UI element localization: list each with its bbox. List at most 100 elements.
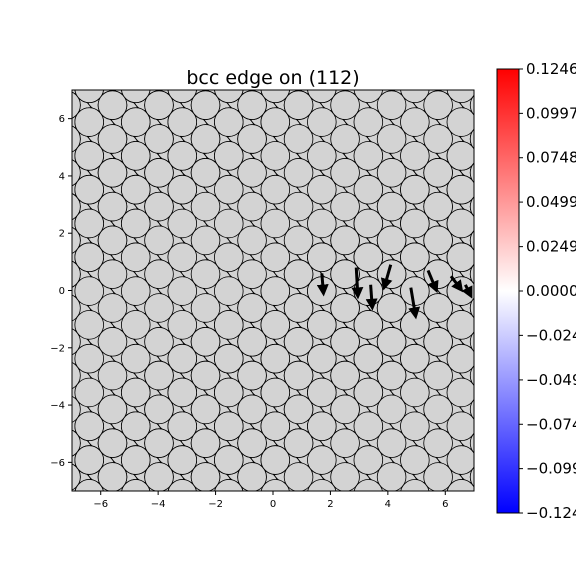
atom <box>470 458 474 479</box>
atom <box>470 255 474 276</box>
atom <box>260 445 291 475</box>
atom <box>469 196 474 217</box>
atom <box>469 128 474 150</box>
atom <box>214 208 244 239</box>
atom <box>330 191 360 222</box>
colorbar-tick-label: 0.0249 <box>526 238 576 256</box>
atom <box>72 159 81 187</box>
atom <box>190 124 221 154</box>
atom <box>307 343 337 374</box>
atom <box>190 225 221 256</box>
atom <box>446 377 474 408</box>
atom <box>400 276 430 306</box>
plot-area <box>72 90 474 491</box>
atom <box>120 174 151 205</box>
bond-patch <box>387 90 408 93</box>
atom <box>74 411 104 442</box>
y-tick-label: 0 <box>59 286 65 297</box>
atom <box>120 107 151 137</box>
atom <box>283 191 314 222</box>
atom <box>307 310 337 340</box>
atom <box>470 357 474 378</box>
y-tick-label: 4 <box>59 171 65 182</box>
bond-patch <box>72 90 83 92</box>
atom <box>353 479 383 491</box>
atom <box>74 276 104 306</box>
chart-title: bcc edge on (112) <box>186 67 359 89</box>
atom <box>144 191 174 222</box>
atom <box>214 276 244 306</box>
y-tick-label: 2 <box>59 229 65 240</box>
displacement-arrow <box>426 269 439 294</box>
atom <box>423 225 453 256</box>
atom <box>120 276 151 306</box>
atom <box>376 259 407 289</box>
atom <box>463 487 474 491</box>
atom <box>283 360 314 391</box>
colorbar-tick-label: 0.0997 <box>526 104 576 122</box>
bond-patch <box>366 488 397 491</box>
atom <box>97 462 128 491</box>
atom <box>72 488 76 491</box>
atom <box>72 463 81 491</box>
atom <box>400 107 430 137</box>
atom <box>330 158 360 188</box>
atom <box>376 360 407 391</box>
atom <box>376 90 407 120</box>
atom <box>469 432 474 454</box>
atom <box>190 428 221 458</box>
atom <box>190 259 221 289</box>
bond-patch <box>180 488 211 491</box>
atom <box>307 107 337 137</box>
atom <box>446 276 474 306</box>
atom <box>167 141 198 171</box>
atom <box>72 328 81 356</box>
atom <box>470 289 474 310</box>
atom <box>237 293 267 323</box>
x-tick-label: −6 <box>93 499 108 510</box>
x-axis: −6 −4 −2 0 2 4 6 <box>93 491 448 510</box>
colorbar-tick-label: 0.1246 <box>526 60 576 78</box>
atom <box>144 394 174 425</box>
atom <box>214 479 244 491</box>
atom <box>353 90 383 104</box>
atom <box>400 479 430 491</box>
atom <box>190 360 221 391</box>
atom <box>120 242 151 273</box>
atom <box>307 411 337 442</box>
bond-patch <box>155 90 176 93</box>
bond-patch <box>238 489 269 491</box>
atom <box>167 445 198 475</box>
bond-patch <box>180 488 211 491</box>
atom <box>469 466 474 488</box>
atom <box>283 90 314 120</box>
atom <box>400 343 430 374</box>
atom <box>167 377 198 408</box>
atom <box>446 107 474 137</box>
atom <box>289 487 309 491</box>
atom <box>214 107 244 137</box>
atom <box>120 411 151 442</box>
atom <box>423 360 453 391</box>
atom <box>376 293 407 323</box>
atom <box>237 462 267 491</box>
bond-patch <box>285 489 315 491</box>
atom <box>469 230 474 251</box>
atom <box>330 462 360 491</box>
atom <box>446 208 474 239</box>
atom <box>330 225 360 256</box>
atom <box>97 259 128 289</box>
atom <box>260 90 290 104</box>
atom <box>214 310 244 340</box>
atom <box>423 90 453 120</box>
atom <box>260 479 290 491</box>
atom <box>470 222 474 242</box>
atom <box>330 90 360 120</box>
bond-patch <box>425 489 455 491</box>
atom <box>97 360 128 391</box>
atom <box>277 487 297 491</box>
bond-patch <box>155 90 176 93</box>
atom <box>167 90 197 104</box>
atom <box>469 399 474 420</box>
atom <box>97 225 128 256</box>
